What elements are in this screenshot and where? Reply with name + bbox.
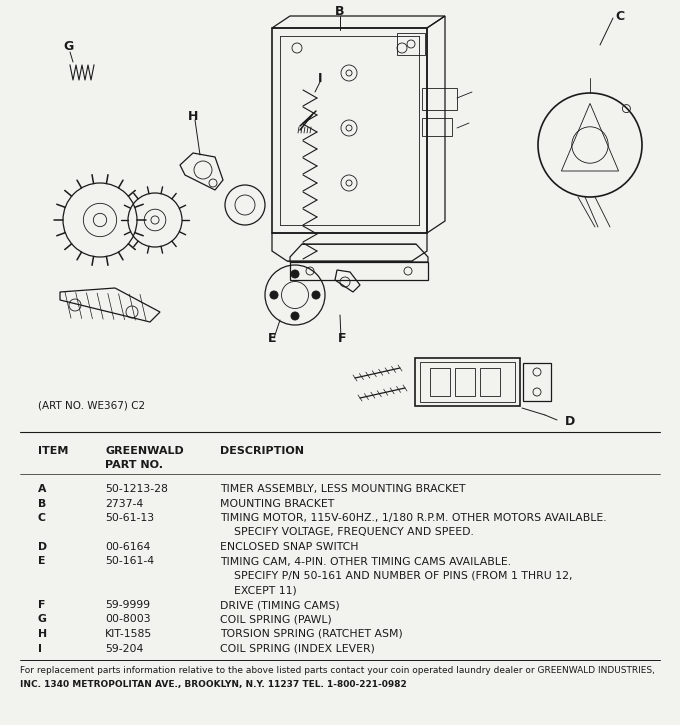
- Bar: [272, 28, 427, 233]
- Text: A: A: [38, 484, 46, 494]
- Bar: [422, 118, 452, 136]
- Text: 50-61-13: 50-61-13: [105, 513, 154, 523]
- Text: PART NO.: PART NO.: [105, 460, 163, 470]
- Text: 50-1213-28: 50-1213-28: [105, 484, 168, 494]
- Text: TIMING CAM, 4-PIN. OTHER TIMING CAMS AVAILABLE.: TIMING CAM, 4-PIN. OTHER TIMING CAMS AVA…: [220, 557, 511, 566]
- Text: ENCLOSED SNAP SWITCH: ENCLOSED SNAP SWITCH: [220, 542, 358, 552]
- Circle shape: [291, 270, 299, 278]
- Text: I: I: [318, 72, 322, 85]
- Text: For replacement parts information relative to the above listed parts contact you: For replacement parts information relati…: [20, 666, 655, 675]
- Bar: [420, 362, 515, 402]
- Circle shape: [291, 312, 299, 320]
- Text: H: H: [38, 629, 47, 639]
- Bar: [415, 358, 520, 406]
- Bar: [480, 368, 500, 396]
- Text: E: E: [268, 332, 277, 345]
- Text: 00-6164: 00-6164: [105, 542, 150, 552]
- Text: G: G: [38, 615, 47, 624]
- Text: 59-9999: 59-9999: [105, 600, 150, 610]
- Text: COIL SPRING (INDEX LEVER): COIL SPRING (INDEX LEVER): [220, 644, 375, 653]
- Text: KIT-1585: KIT-1585: [105, 629, 152, 639]
- Circle shape: [270, 291, 278, 299]
- Text: DESCRIPTION: DESCRIPTION: [220, 446, 304, 456]
- Text: E: E: [38, 557, 46, 566]
- Text: TORSION SPRING (RATCHET ASM): TORSION SPRING (RATCHET ASM): [220, 629, 403, 639]
- Text: 00-8003: 00-8003: [105, 615, 151, 624]
- Bar: [290, 262, 428, 280]
- Text: G: G: [63, 40, 73, 53]
- Text: (ART NO. WE367) C2: (ART NO. WE367) C2: [38, 400, 145, 410]
- Text: 50-161-4: 50-161-4: [105, 557, 154, 566]
- Text: ITEM: ITEM: [38, 446, 69, 456]
- Text: B: B: [38, 499, 46, 508]
- Circle shape: [312, 291, 320, 299]
- Text: SPECIFY P/N 50-161 AND NUMBER OF PINS (FROM 1 THRU 12,: SPECIFY P/N 50-161 AND NUMBER OF PINS (F…: [220, 571, 573, 581]
- Text: INC. 1340 METROPOLITAN AVE., BROOKLYN, N.Y. 11237 TEL. 1-800-221-0982: INC. 1340 METROPOLITAN AVE., BROOKLYN, N…: [20, 680, 407, 689]
- Text: C: C: [615, 10, 624, 23]
- Text: DRIVE (TIMING CAMS): DRIVE (TIMING CAMS): [220, 600, 340, 610]
- Text: MOUNTING BRACKET: MOUNTING BRACKET: [220, 499, 335, 508]
- Text: 59-204: 59-204: [105, 644, 143, 653]
- Bar: [422, 88, 457, 110]
- Text: C: C: [38, 513, 46, 523]
- Text: I: I: [38, 644, 42, 653]
- Bar: [455, 368, 475, 396]
- Text: EXCEPT 11): EXCEPT 11): [220, 586, 296, 595]
- Text: D: D: [38, 542, 47, 552]
- Bar: [523, 363, 551, 401]
- Text: TIMER ASSEMBLY, LESS MOUNTING BRACKET: TIMER ASSEMBLY, LESS MOUNTING BRACKET: [220, 484, 466, 494]
- Text: COIL SPRING (PAWL): COIL SPRING (PAWL): [220, 615, 332, 624]
- Text: B: B: [335, 5, 345, 18]
- Bar: [430, 368, 450, 396]
- Text: 2737-4: 2737-4: [105, 499, 143, 508]
- Bar: [397, 33, 425, 55]
- Text: TIMING MOTOR, 115V-60HZ., 1/180 R.P.M. OTHER MOTORS AVAILABLE.: TIMING MOTOR, 115V-60HZ., 1/180 R.P.M. O…: [220, 513, 607, 523]
- Text: F: F: [338, 332, 347, 345]
- Text: SPECIFY VOLTAGE, FREQUENCY AND SPEED.: SPECIFY VOLTAGE, FREQUENCY AND SPEED.: [220, 528, 474, 537]
- Text: GREENWALD: GREENWALD: [105, 446, 184, 456]
- Text: D: D: [565, 415, 575, 428]
- Text: H: H: [188, 110, 199, 123]
- Text: F: F: [38, 600, 46, 610]
